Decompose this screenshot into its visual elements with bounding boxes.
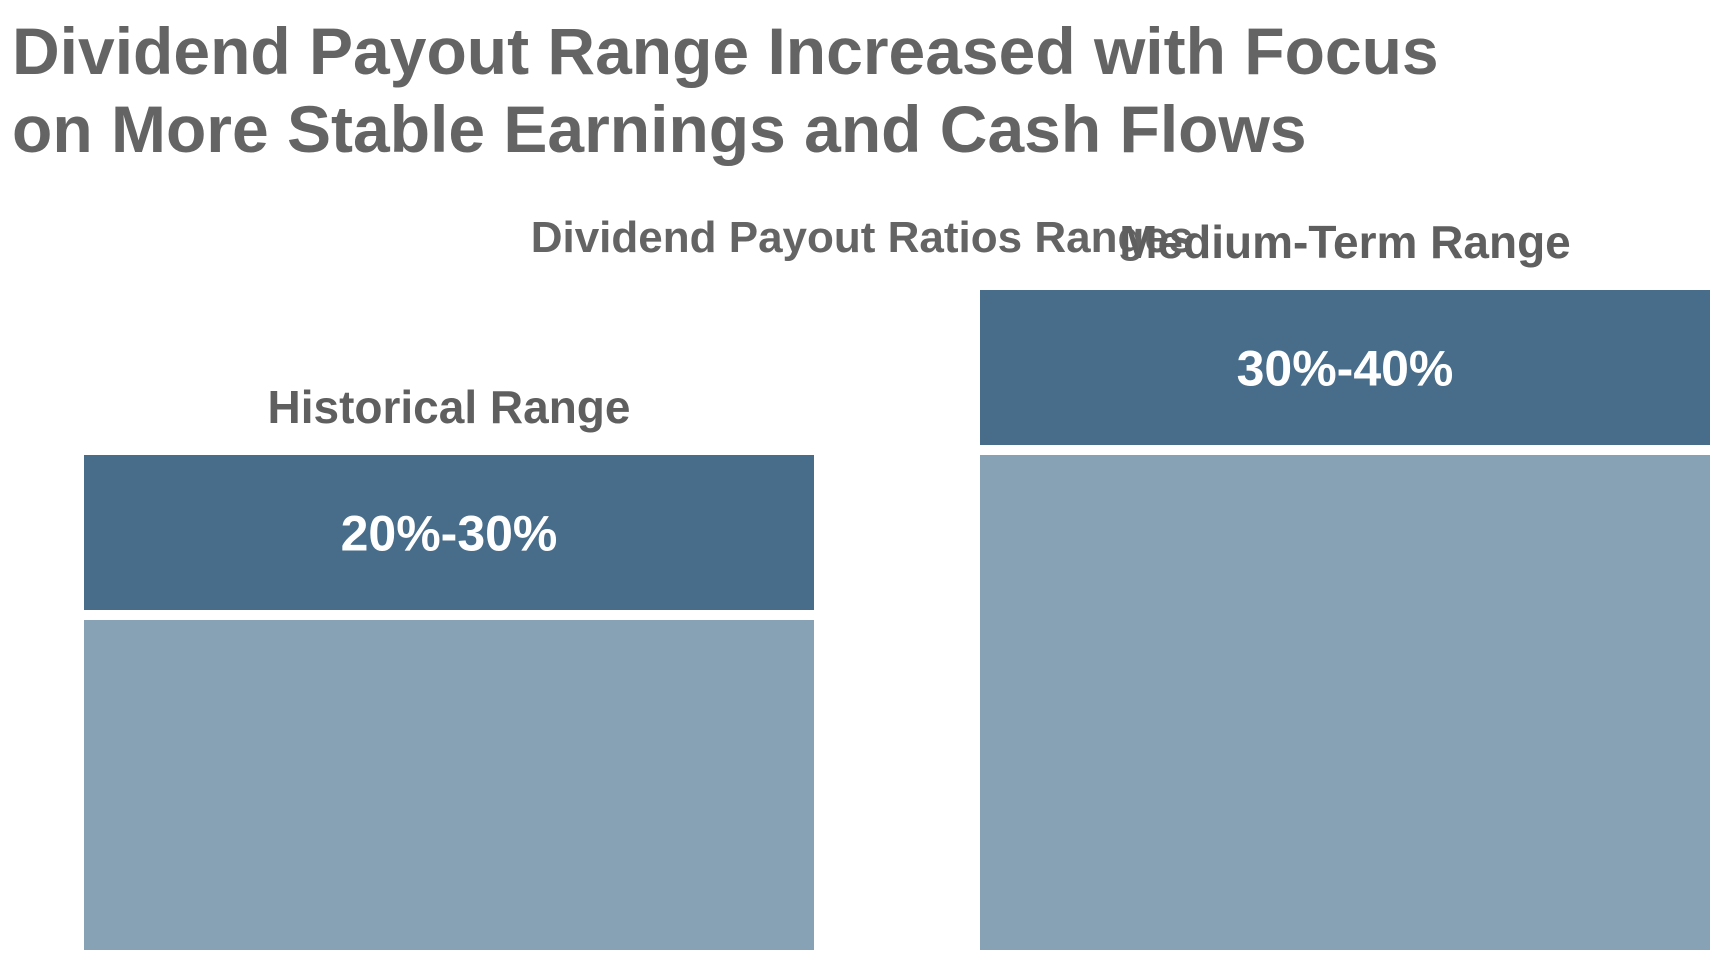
bars-group: 20%-30% Historical Range 30%-40% Medium-Ter… <box>84 216 1710 950</box>
base-bar-1 <box>84 620 814 950</box>
range-band-1 <box>84 455 814 610</box>
chart-title: Dividend Payout Ratios Ranges <box>531 213 1194 262</box>
range-band-label-2: 30%-40% <box>1237 341 1454 397</box>
page-title: Dividend Payout Range Increased with Foc… <box>12 14 1439 166</box>
category-label-1: Historical Range <box>268 381 631 433</box>
range-band-2 <box>980 290 1710 445</box>
base-bar-2 <box>980 455 1710 950</box>
category-label-2: Medium-Term Range <box>1119 216 1571 268</box>
range-band-label-1: 20%-30% <box>341 506 558 562</box>
